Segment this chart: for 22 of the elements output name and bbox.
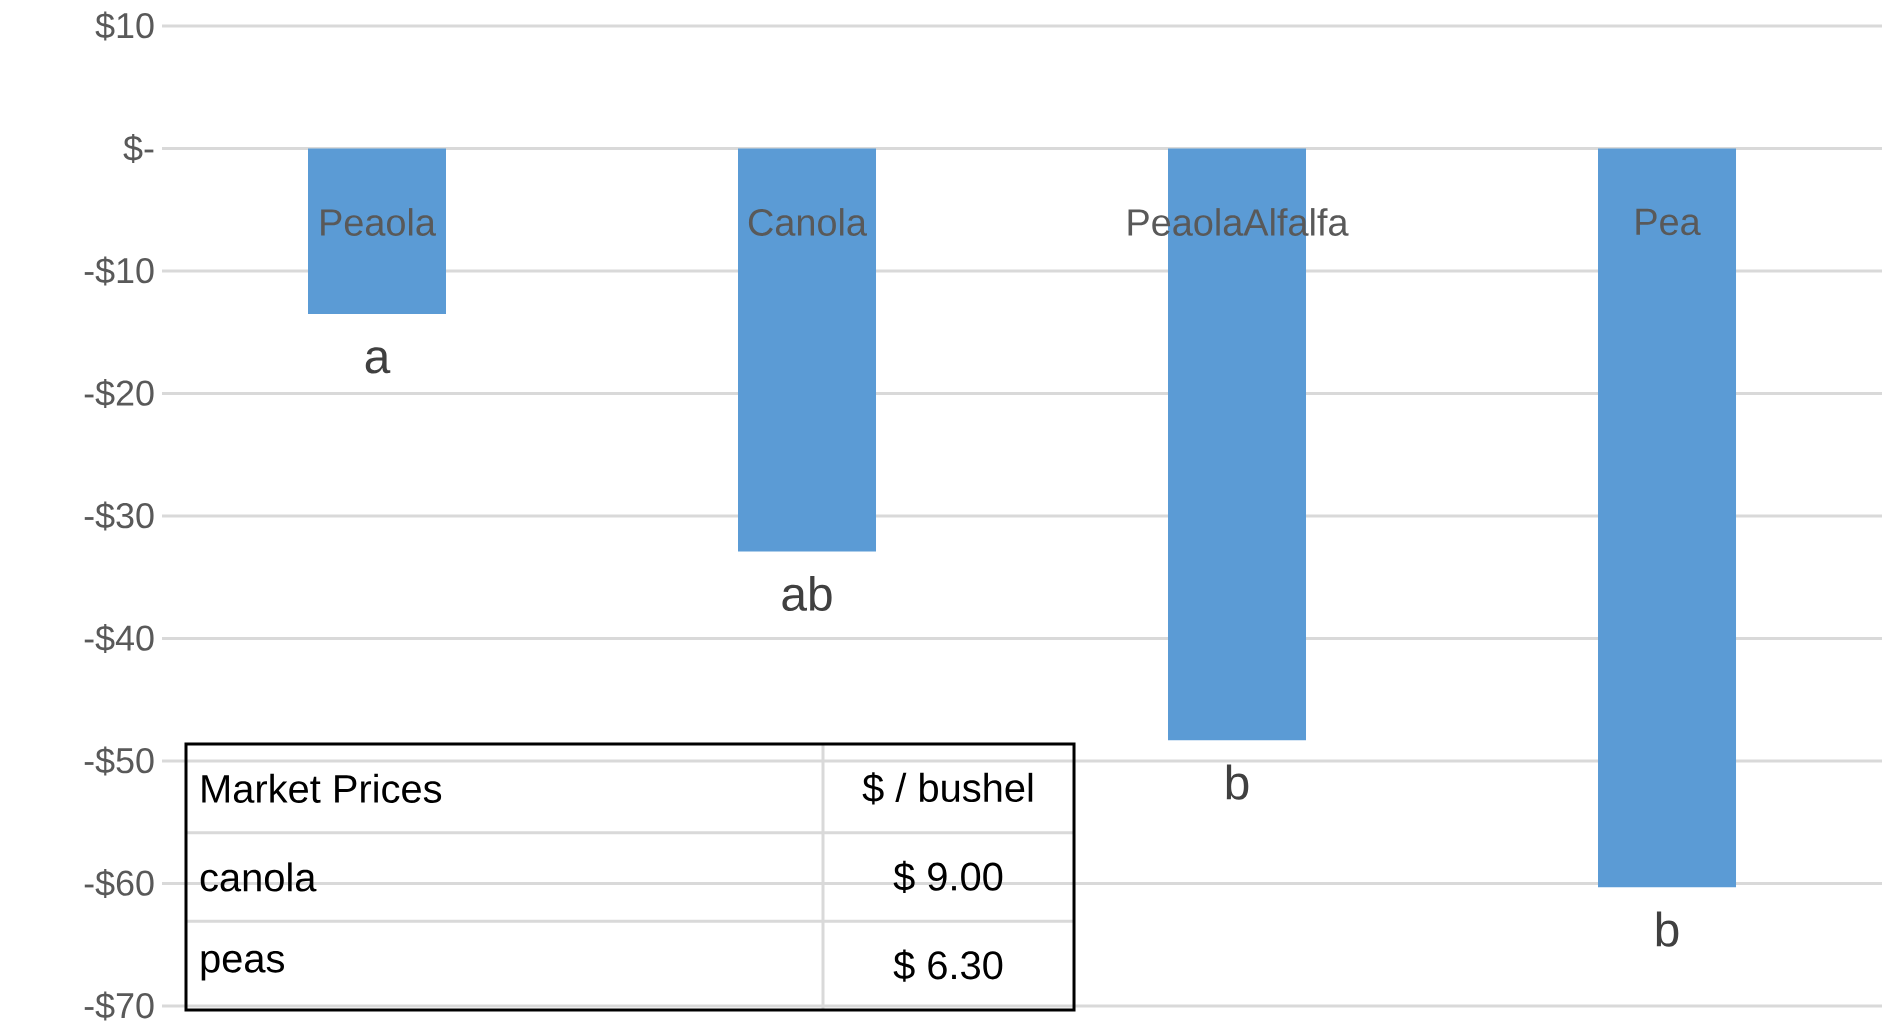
annotation: peas (201, 950, 284, 981)
y-tick-label: -$10 (84, 256, 154, 286)
annotation: $ 6.30 (893, 949, 1003, 982)
x-tick-label: Peaola (321, 208, 436, 236)
x-tick-label: Pea (1636, 208, 1701, 236)
y-tick-label: -$50 (84, 746, 154, 776)
y-tick-label: -$30 (84, 501, 154, 531)
annotation: b (1656, 911, 1679, 947)
annotation: $ / bushel (862, 772, 1033, 805)
y-tick-label: $- (123, 133, 154, 164)
annotation: a (365, 347, 391, 374)
annotation: b (1226, 764, 1249, 800)
x-tick-label: Canola (748, 208, 867, 236)
annotation: canola (200, 862, 317, 892)
annotation: $ 9.00 (893, 860, 1003, 894)
annotation: ab (782, 575, 832, 612)
annotation: Market Prices (202, 773, 442, 803)
y-tick-label: -$20 (84, 378, 154, 409)
y-tick-label: -$70 (84, 991, 154, 1021)
y-tick-label: -$40 (84, 623, 154, 654)
y-tick-label: $10 (95, 11, 154, 41)
y-tick-label: -$60 (84, 868, 154, 899)
